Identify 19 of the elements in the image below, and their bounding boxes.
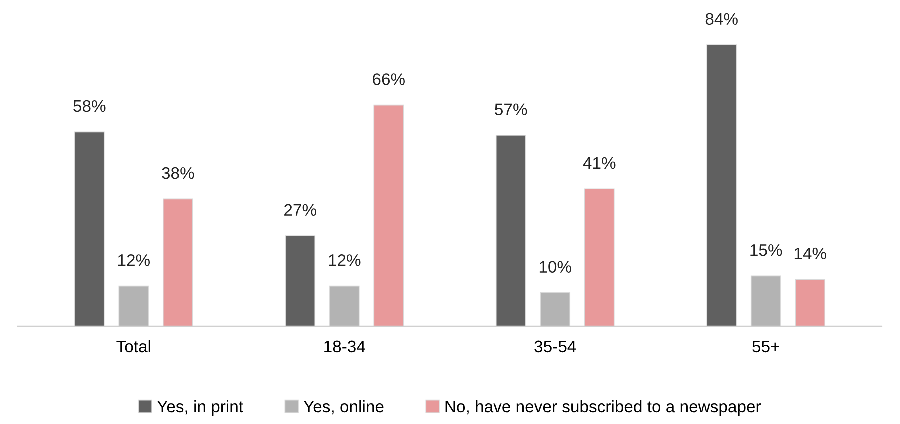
x-tick-label: 18-34 xyxy=(324,340,366,353)
data-label: 38% xyxy=(162,167,194,180)
data-label: 58% xyxy=(74,100,106,112)
legend-label: No, have never subscribed to a newspaper xyxy=(446,400,762,416)
x-tick-label: 35-54 xyxy=(534,340,576,353)
legend-label: Yes, online xyxy=(304,400,384,415)
data-label: 14% xyxy=(794,248,826,260)
data-label: 27% xyxy=(284,204,316,216)
data-label: 12% xyxy=(329,254,361,266)
x-tick-label: Total xyxy=(116,340,150,353)
data-label: 66% xyxy=(373,74,405,86)
data-label: 15% xyxy=(750,244,782,256)
data-label: 57% xyxy=(495,104,528,116)
data-label: 12% xyxy=(118,254,150,266)
legend-label: Yes, in print xyxy=(157,400,244,416)
x-tick-label: 55+ xyxy=(752,340,780,353)
data-label: 41% xyxy=(583,157,616,170)
data-label: 10% xyxy=(540,261,572,274)
data-label: 84% xyxy=(706,13,738,26)
